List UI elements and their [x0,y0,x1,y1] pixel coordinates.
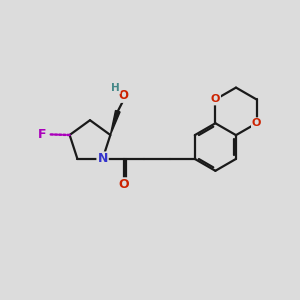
Text: O: O [252,118,261,128]
Text: N: N [98,152,108,165]
Text: F: F [38,128,46,141]
Text: H: H [111,83,120,93]
Text: O: O [211,94,220,104]
Polygon shape [110,110,120,135]
Text: O: O [118,178,129,191]
Text: O: O [119,89,129,102]
